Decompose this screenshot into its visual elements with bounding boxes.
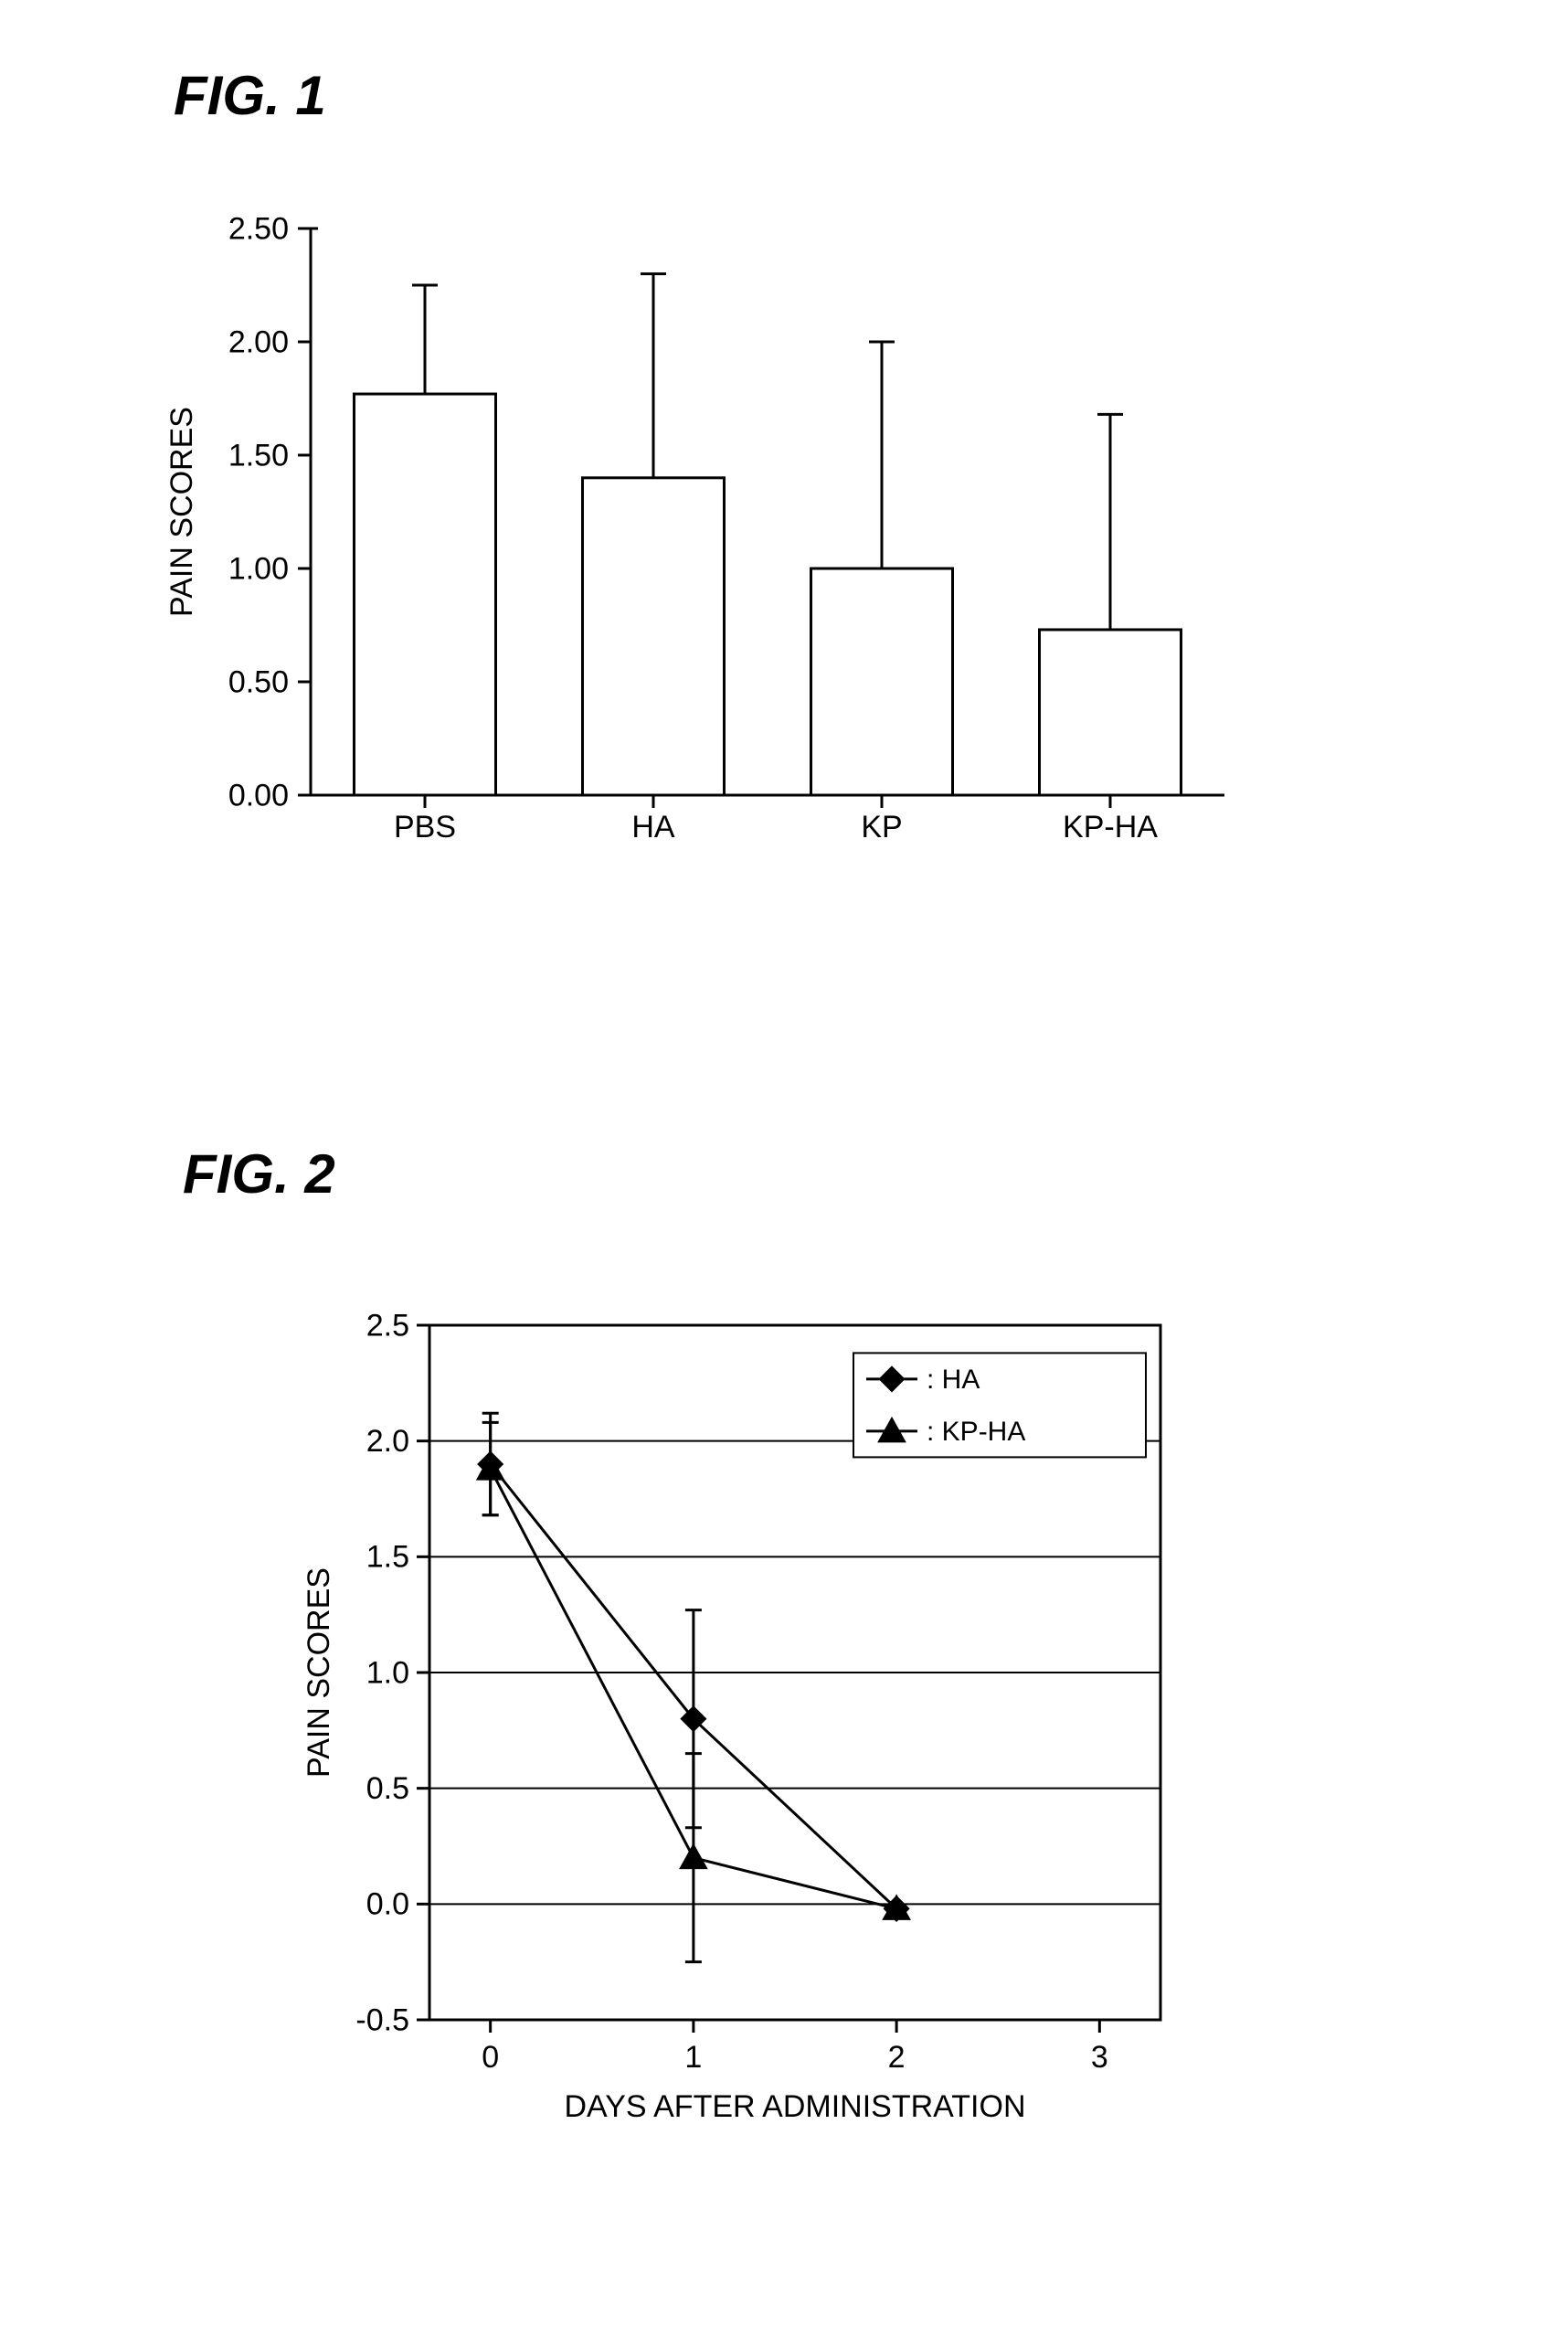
svg-text:PBS: PBS — [394, 810, 456, 844]
svg-text:0.5: 0.5 — [366, 1771, 409, 1806]
svg-text:0: 0 — [482, 2040, 499, 2075]
svg-text:2.50: 2.50 — [228, 211, 289, 246]
fig1-chart: 0.00 0.50 1.00 1.50 2.00 2.50 PAIN SCORES PBS HA… — [73, 192, 1352, 923]
svg-text:1: 1 — [684, 2040, 702, 2075]
svg-text:1.50: 1.50 — [228, 438, 289, 473]
fig1-title: FIG. 1 — [174, 64, 326, 127]
svg-text:1.0: 1.0 — [366, 1655, 409, 1690]
svg-text:2.00: 2.00 — [228, 324, 289, 359]
svg-text:0.0: 0.0 — [366, 1887, 409, 1922]
svg-text:HA: HA — [631, 810, 675, 844]
fig2-chart-wrap: -0.5 0.0 0.5 1.0 1.5 2.0 2.5 0 1 2 3 PAIN SCORES DAY… — [238, 1280, 1334, 2198]
svg-text:KP: KP — [861, 810, 902, 844]
svg-text:2.0: 2.0 — [366, 1424, 409, 1459]
fig1-chart-wrap: 0.00 0.50 1.00 1.50 2.00 2.50 PAIN SCORES PBS HA… — [73, 192, 1352, 928]
svg-text:1.5: 1.5 — [366, 1540, 409, 1575]
svg-text:-0.5: -0.5 — [355, 2002, 409, 2037]
svg-text:0.00: 0.00 — [228, 778, 289, 813]
svg-text:PAIN SCORES: PAIN SCORES — [302, 1567, 336, 1778]
page: FIG. 1 0.000.501.001.502.002.50PAIN SCOR… — [0, 0, 1568, 2326]
svg-text:2.5: 2.5 — [366, 1308, 409, 1343]
svg-text:0.50: 0.50 — [228, 664, 289, 699]
fig2-title: FIG. 2 — [183, 1142, 335, 1205]
svg-text:2: 2 — [888, 2040, 906, 2075]
svg-text:KP-HA: KP-HA — [1063, 810, 1158, 844]
svg-text:3: 3 — [1091, 2040, 1108, 2075]
fig2-chart: -0.5 0.0 0.5 1.0 1.5 2.0 2.5 0 1 2 3 PAIN SCORES DAY… — [238, 1280, 1334, 2193]
svg-text:DAYS AFTER ADMINISTRATION: DAYS AFTER ADMINISTRATION — [564, 2089, 1025, 2124]
svg-text:1.00: 1.00 — [228, 551, 289, 586]
svg-text:: KP-HA: : KP-HA — [927, 1417, 1025, 1447]
svg-text:PAIN SCORES: PAIN SCORES — [164, 407, 199, 617]
svg-text:: HA: : HA — [927, 1365, 980, 1395]
